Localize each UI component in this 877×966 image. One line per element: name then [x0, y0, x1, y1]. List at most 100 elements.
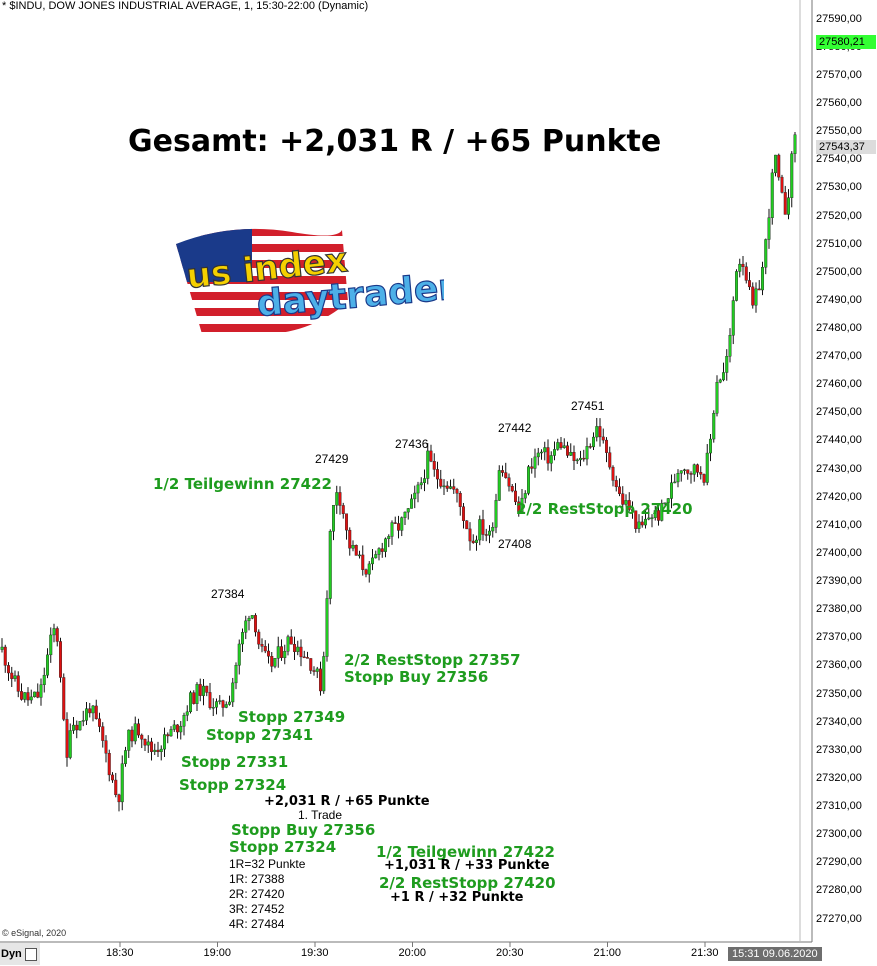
candle-down [741, 263, 745, 267]
candle-down [309, 658, 313, 671]
candle-down [455, 489, 459, 494]
candle-down [166, 734, 170, 737]
candle-up [244, 620, 248, 633]
candle-up [575, 459, 579, 462]
candle-down [566, 445, 570, 456]
price-tick-label: 27280,00 [816, 884, 862, 897]
candle-down [348, 529, 352, 549]
candle-down [143, 738, 147, 746]
price-tick-label: 27490,00 [816, 293, 862, 306]
price-tick-label: 27340,00 [816, 715, 862, 728]
annotation-trade-label: 1. Trade [298, 808, 343, 822]
price-tick-label: 27450,00 [816, 406, 862, 419]
price-tick-label: 27470,00 [816, 350, 862, 363]
candle-down [221, 700, 225, 708]
candle-up [247, 618, 251, 622]
candle-down [302, 656, 306, 659]
candle-down [640, 521, 644, 526]
candle-up [23, 692, 27, 700]
peak-label-27436: 27436 [395, 437, 429, 451]
candle-up [764, 239, 768, 268]
dyn-toggle[interactable]: Dyn [0, 943, 40, 965]
annotation-reststopp-mid: 2/2 RestStopp 27357 [344, 651, 521, 669]
candle-down [559, 442, 563, 448]
candle-up [162, 734, 166, 750]
candle-up [731, 300, 735, 336]
candle-down [140, 734, 144, 740]
candle-down [631, 509, 635, 511]
price-tick-label: 27480,00 [816, 321, 862, 334]
candle-down [319, 668, 323, 692]
candle-up [761, 267, 765, 291]
candle-up [390, 522, 394, 537]
candle-up [478, 519, 482, 541]
candle-up [523, 493, 527, 499]
time-tick-label: 20:30 [496, 947, 524, 959]
candle-up [735, 271, 739, 301]
candle-down [468, 528, 472, 542]
annotation-stopp-27341: Stopp 27341 [206, 726, 314, 744]
lock-icon[interactable] [24, 947, 37, 961]
candle-down [117, 794, 121, 803]
candle-down [205, 685, 209, 693]
annotation-r2: 2R: 27420 [229, 887, 285, 901]
annotation-r1: 1R: 27388 [229, 872, 285, 886]
candle-up [673, 481, 677, 484]
candle-up [68, 730, 72, 758]
price-tick-label: 27520,00 [816, 209, 862, 222]
candle-down [484, 534, 488, 536]
candle-down [504, 472, 508, 478]
candle-down [341, 505, 345, 514]
candle-down [114, 779, 118, 796]
candle-down [510, 485, 514, 492]
time-tick-label: 18:30 [106, 947, 134, 959]
candle-down [312, 670, 316, 672]
candle-down [702, 474, 706, 483]
candle-down [198, 684, 202, 696]
candle-up [650, 517, 654, 519]
candle-down [345, 513, 349, 531]
candle-down [101, 726, 105, 741]
candle-up [42, 674, 46, 685]
candle-up [377, 548, 381, 555]
candle-up [666, 498, 670, 503]
candle-up [153, 749, 157, 752]
price-tick-label: 27420,00 [816, 490, 862, 503]
candle-down [104, 740, 108, 754]
candle-up [497, 470, 501, 501]
candle-up [286, 636, 290, 652]
candle-up [410, 498, 414, 509]
candle-up [49, 634, 53, 656]
candle-down [699, 472, 703, 475]
candle-down [270, 656, 274, 667]
candle-down [175, 724, 179, 733]
trough-label-27408: 27408 [498, 537, 532, 551]
candle-up [146, 741, 150, 746]
candle-down [354, 545, 358, 556]
candle-down [605, 439, 609, 453]
price-tick-label: 27440,00 [816, 434, 862, 447]
candle-down [260, 644, 264, 647]
candle-down [465, 520, 469, 530]
candle-up [663, 502, 667, 504]
candle-up [754, 288, 758, 306]
candle-up [335, 492, 339, 506]
candle-up [413, 492, 417, 500]
candle-down [110, 774, 114, 781]
candle-up [644, 518, 648, 526]
candle-down [507, 477, 511, 487]
price-tick-label: 27570,00 [816, 68, 862, 81]
candle-up [419, 482, 423, 486]
candle-up [13, 675, 17, 679]
candle-up [351, 545, 355, 549]
price-tick-label: 27530,00 [816, 181, 862, 194]
candle-up [325, 598, 329, 657]
candle-up [406, 508, 410, 513]
price-tick-label: 27360,00 [816, 659, 862, 672]
candle-up [367, 563, 371, 575]
candle-up [172, 724, 176, 730]
price-tick-label: 27310,00 [816, 800, 862, 813]
candle-down [614, 480, 618, 488]
candle-up [33, 691, 37, 698]
